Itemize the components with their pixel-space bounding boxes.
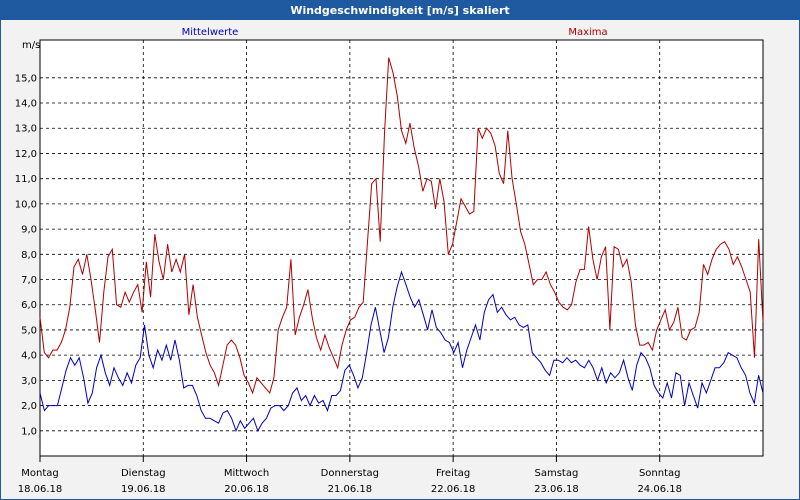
y-tick-label: 10,0: [15, 199, 37, 210]
x-tick-day: Mittwoch: [224, 468, 269, 479]
x-tick-day: Donnerstag: [321, 468, 379, 479]
y-tick-label: 4,0: [21, 351, 37, 362]
x-tick-date: 19.06.18: [121, 484, 166, 495]
y-tick-label: 6,0: [21, 300, 37, 311]
y-axis: 1,0 2,0 3,0 4,0 5,0 6,0 7,0 8,0 9,0 10,0 11,0 12,0 1…: [15, 73, 37, 437]
x-tick-date: 23.06.18: [534, 484, 579, 495]
x-tick-day: Freitag: [436, 468, 470, 479]
y-tick-label: 5,0: [21, 325, 37, 336]
window-title: Windgeschwindigkeit [m/s] skaliert: [1, 1, 799, 20]
x-tick-date: 21.06.18: [328, 484, 373, 495]
x-tick-date: 24.06.18: [637, 484, 682, 495]
y-tick-label: 8,0: [21, 250, 37, 261]
y-tick-label: 7,0: [21, 275, 37, 286]
y-tick-label: 3,0: [21, 376, 37, 387]
y-tick-label: 15,0: [15, 73, 37, 84]
x-tick-day: Dienstag: [121, 468, 166, 479]
legend-mittelwerte: Mittelwerte: [182, 27, 239, 38]
y-tick-label: 9,0: [21, 225, 37, 236]
y-tick-label: 12,0: [15, 149, 37, 160]
x-axis: Montag 18.06.18 Dienstag 19.06.18 Mittwoch 20…: [18, 456, 682, 495]
series-line-mittelwerte: [39, 270, 764, 433]
y-tick-label: 2,0: [21, 401, 37, 412]
x-tick-date: 18.06.18: [18, 484, 63, 495]
x-tick-day: Samstag: [535, 468, 579, 479]
x-tick-date: 20.06.18: [224, 484, 269, 495]
legend-maxima: Maxima: [568, 27, 607, 38]
y-tick-label: 13,0: [15, 124, 37, 135]
y-tick-label: 14,0: [15, 99, 37, 110]
series-lines: [39, 57, 764, 433]
gridlines: [40, 40, 763, 456]
x-tick-day: Montag: [21, 468, 58, 479]
x-tick-date: 22.06.18: [431, 484, 476, 495]
y-tick-label: 1,0: [21, 426, 37, 437]
y-tick-label: 11,0: [15, 174, 37, 185]
plot-area: [39, 39, 764, 457]
x-tick-day: Sonntag: [639, 468, 681, 479]
y-axis-unit: m/s: [22, 40, 40, 51]
series-line-maxima: [39, 57, 764, 395]
